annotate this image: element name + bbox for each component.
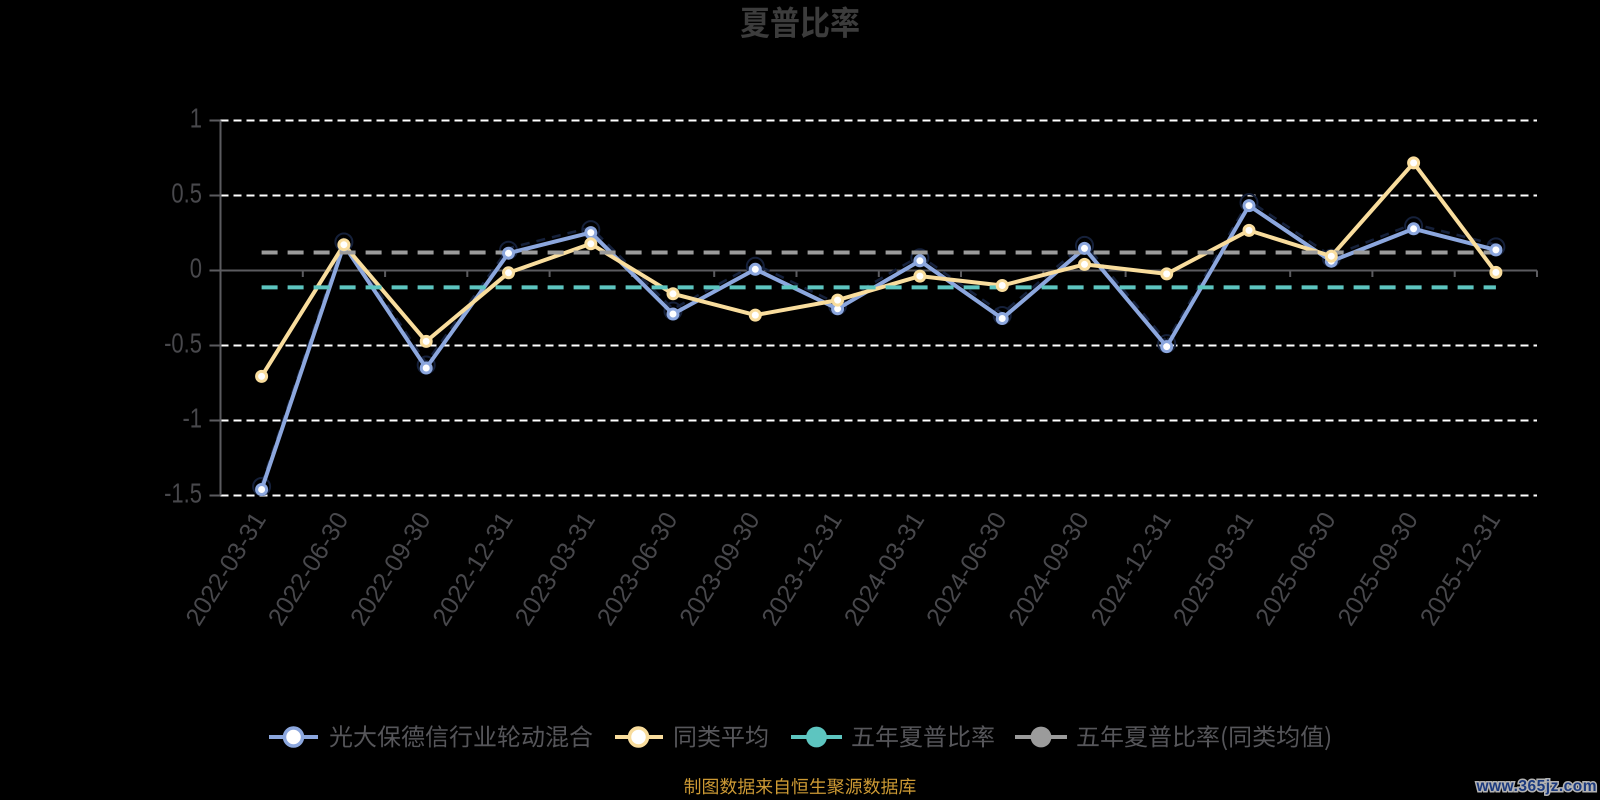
svg-text:-1: -1 — [182, 403, 202, 434]
svg-text:-0.5: -0.5 — [164, 328, 202, 359]
svg-text:1: 1 — [190, 103, 202, 134]
svg-text:-1.5: -1.5 — [164, 478, 202, 509]
svg-text:0: 0 — [190, 253, 202, 284]
svg-text:0.5: 0.5 — [171, 178, 202, 209]
svg-text:www.365jz.com: www.365jz.com — [1476, 778, 1598, 795]
